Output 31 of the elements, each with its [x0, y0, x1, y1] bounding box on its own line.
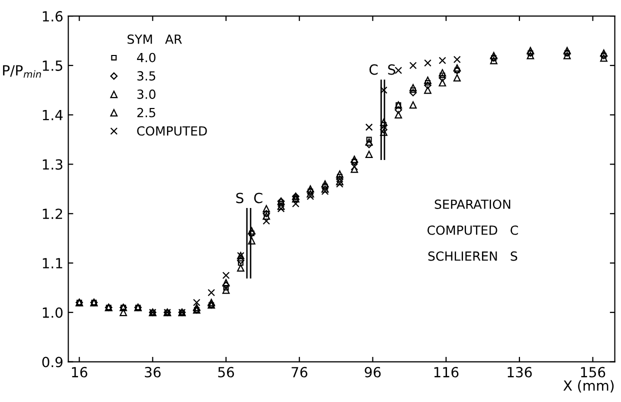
y-tick-label: 1.2 [42, 208, 62, 219]
y-tick-label: 1.5 [42, 60, 62, 71]
annotation: S [236, 192, 244, 204]
y-tick-label: 1.0 [42, 307, 63, 318]
annotation: C [254, 192, 262, 204]
annotation: COMPUTED C [427, 225, 518, 235]
x-tick-label: 56 [218, 366, 234, 378]
x-tick-label: 16 [72, 366, 88, 378]
y-axis-title: P/P$_{min}$ [3, 65, 41, 78]
y-tick-label: 1.6 [42, 11, 63, 22]
annotation: S [388, 64, 396, 75]
legend-title: SYM AR [128, 34, 182, 44]
x-tick-label: 136 [508, 366, 532, 378]
legend-label: 3.0 [137, 90, 156, 99]
x-tick-label: 156 [581, 366, 606, 378]
annotation: C [369, 64, 378, 75]
x-tick-label: 116 [434, 366, 458, 378]
x-axis-title: X (mm) [563, 380, 614, 392]
legend-label: COMPUTED [137, 126, 207, 136]
legend-label: 2.5 [137, 108, 156, 118]
annotation: SEPARATION [434, 200, 510, 209]
x-tick-label: 36 [144, 366, 161, 378]
y-tick-label: 1.1 [42, 258, 62, 268]
legend-label: 3.5 [137, 71, 156, 81]
x-tick-label: 96 [364, 366, 381, 378]
x-tick-label: 76 [292, 366, 308, 378]
y-tick-label: 1.4 [42, 110, 63, 120]
y-tick-label: 0.9 [42, 356, 62, 368]
y-tick-label: 1.3 [42, 159, 62, 170]
annotation: SCHLIEREN S [428, 251, 518, 261]
legend-label: 4.0 [137, 52, 156, 62]
